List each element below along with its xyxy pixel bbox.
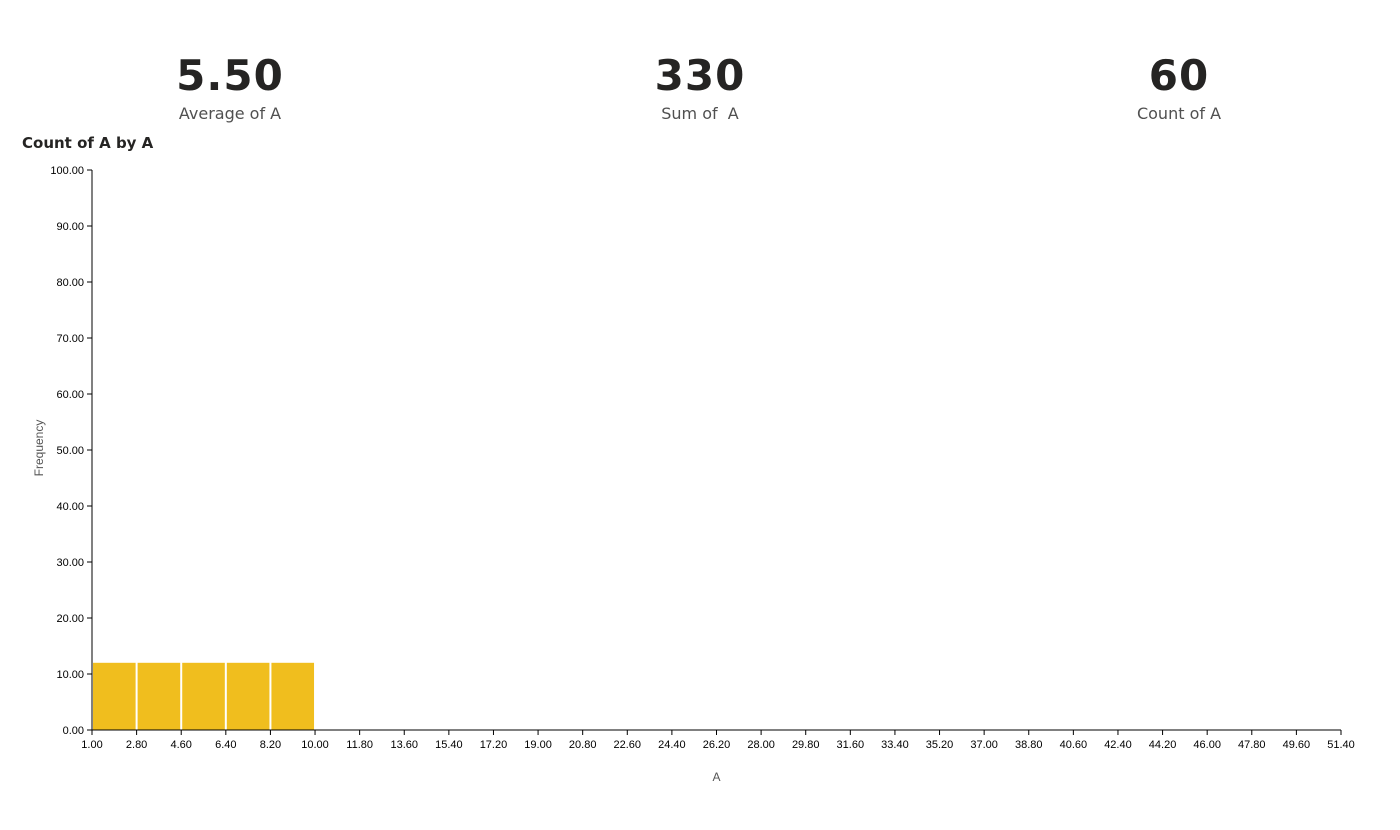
y-tick-label: 100.00 (50, 165, 84, 177)
y-tick-label: 20.00 (56, 613, 84, 625)
sum-label: Sum of A (661, 104, 739, 123)
y-axis-title: Frequency (32, 420, 46, 477)
x-tick-label: 2.80 (126, 739, 147, 751)
y-tick-label: 0.00 (63, 725, 84, 737)
x-tick-label: 47.80 (1238, 739, 1266, 751)
x-tick-label: 31.60 (837, 739, 865, 751)
x-tick-label: 13.60 (390, 739, 418, 751)
histogram-bar-1[interactable] (137, 662, 181, 730)
count-label: Count of A (1136, 104, 1222, 123)
x-tick-label: 40.60 (1060, 739, 1088, 751)
x-tick-label: 37.00 (970, 739, 998, 751)
x-tick-label: 11.80 (346, 739, 373, 751)
x-tick-label: 22.60 (614, 739, 642, 751)
x-tick-label: 19.00 (524, 739, 552, 751)
x-tick-label: 38.80 (1015, 739, 1043, 751)
x-tick-label: 42.40 (1104, 739, 1132, 751)
x-tick-label: 6.40 (215, 739, 236, 751)
count-card[interactable]: 60 Count of A (1029, 50, 1329, 125)
y-tick-label: 10.00 (56, 669, 84, 681)
x-axis-title: A (712, 770, 720, 784)
x-tick-label: 4.60 (171, 739, 192, 751)
count-value: 60 (1148, 51, 1210, 100)
x-tick-label: 10.00 (301, 739, 329, 751)
average-label: Average of A (178, 104, 282, 123)
x-tick-label: 51.40 (1327, 739, 1355, 751)
x-tick-label: 33.40 (881, 739, 909, 751)
x-tick-label: 17.20 (480, 739, 508, 751)
sum-value: 330 (654, 51, 746, 100)
axes-layer: 0.00 10.00 20.00 30.00 40.00 50.00 60.00 70.00 8… (50, 165, 1354, 751)
y-tick-label: 40.00 (56, 501, 84, 513)
x-tick-label: 26.20 (703, 739, 731, 751)
x-tick-label: 35.20 (926, 739, 954, 751)
y-tick-label: 30.00 (56, 557, 84, 569)
histogram-bar-4[interactable] (271, 662, 315, 730)
x-tick-label: 1.00 (81, 739, 102, 751)
y-tick-label: 90.00 (56, 221, 84, 233)
x-tick-label: 20.80 (569, 739, 597, 751)
y-tick-label: 50.00 (56, 445, 84, 457)
chart-title: Count of A by A (22, 134, 154, 152)
x-tick-label: 24.40 (658, 739, 686, 751)
bars-layer (93, 662, 315, 730)
x-tick-label: 8.20 (260, 739, 281, 751)
histogram-bar-2[interactable] (182, 662, 225, 730)
x-tick-label: 49.60 (1283, 739, 1311, 751)
y-tick-label: 80.00 (56, 277, 84, 289)
average-card[interactable]: 5.50 Average of A (80, 50, 380, 125)
histogram-bar-0[interactable] (93, 662, 136, 730)
histogram-bar-3[interactable] (226, 662, 270, 730)
average-value: 5.50 (176, 51, 284, 100)
x-tick-label: 44.20 (1149, 739, 1177, 751)
y-tick-label: 70.00 (56, 333, 84, 345)
x-tick-label: 46.00 (1193, 739, 1221, 751)
x-tick-label: 28.00 (747, 739, 775, 751)
y-tick-label: 60.00 (56, 389, 84, 401)
sum-card[interactable]: 330 Sum of A (550, 50, 850, 125)
x-tick-label: 29.80 (792, 739, 820, 751)
x-tick-label: 15.40 (435, 739, 463, 751)
